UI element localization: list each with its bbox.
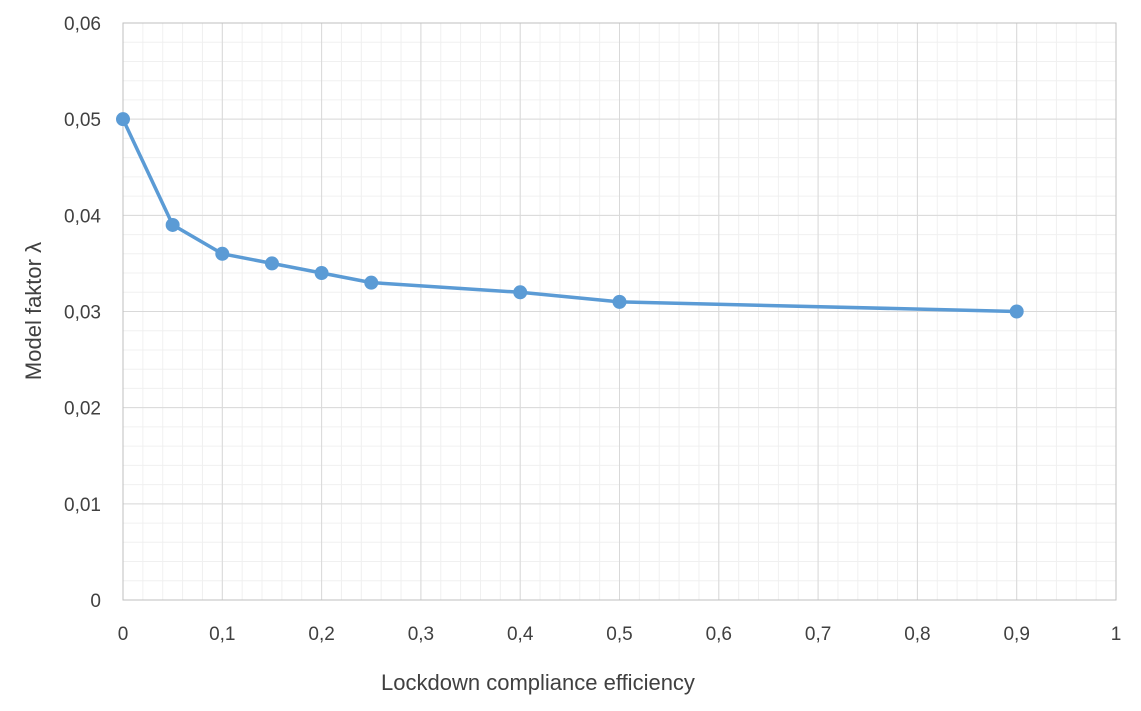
x-axis-title: Lockdown compliance efficiency xyxy=(381,670,695,695)
data-point xyxy=(1009,304,1024,319)
x-tick-label: 1 xyxy=(1111,624,1122,645)
x-tick-label: 0,1 xyxy=(209,624,235,645)
y-tick-label: 0,01 xyxy=(64,495,101,516)
data-point xyxy=(612,294,627,309)
data-point xyxy=(116,112,130,127)
data-point xyxy=(215,246,230,261)
y-axis-title: Model faktor λ xyxy=(21,242,46,380)
x-tick-label: 0,3 xyxy=(408,624,434,645)
y-tick-label: 0,06 xyxy=(64,14,101,35)
data-point xyxy=(364,275,379,290)
x-tick-label: 0,4 xyxy=(507,624,534,645)
x-tick-label: 0,9 xyxy=(1003,624,1029,645)
data-point xyxy=(513,285,528,300)
data-point xyxy=(314,266,329,281)
y-tick-labels: 0 0,01 0,02 0,03 0,04 0,05 0,06 xyxy=(64,14,101,612)
x-tick-labels: 0 0,1 0,2 0,3 0,4 0,5 0,6 0,7 0,8 0,9 1 xyxy=(118,624,1122,645)
x-tick-label: 0,5 xyxy=(606,624,632,645)
x-tick-label: 0 xyxy=(118,624,129,645)
y-tick-label: 0,04 xyxy=(64,206,101,227)
x-tick-label: 0,2 xyxy=(308,624,334,645)
x-tick-label: 0,7 xyxy=(805,624,831,645)
data-point xyxy=(264,256,279,271)
data-point xyxy=(165,217,180,232)
y-tick-label: 0,02 xyxy=(64,399,101,420)
x-tick-label: 0,8 xyxy=(904,624,930,645)
y-tick-label: 0,03 xyxy=(64,303,101,324)
plot-area-border xyxy=(122,22,1117,601)
x-tick-label: 0,6 xyxy=(706,624,732,645)
series-layer xyxy=(116,112,1024,319)
y-tick-label: 0,05 xyxy=(64,110,101,131)
y-tick-label: 0 xyxy=(90,591,101,612)
